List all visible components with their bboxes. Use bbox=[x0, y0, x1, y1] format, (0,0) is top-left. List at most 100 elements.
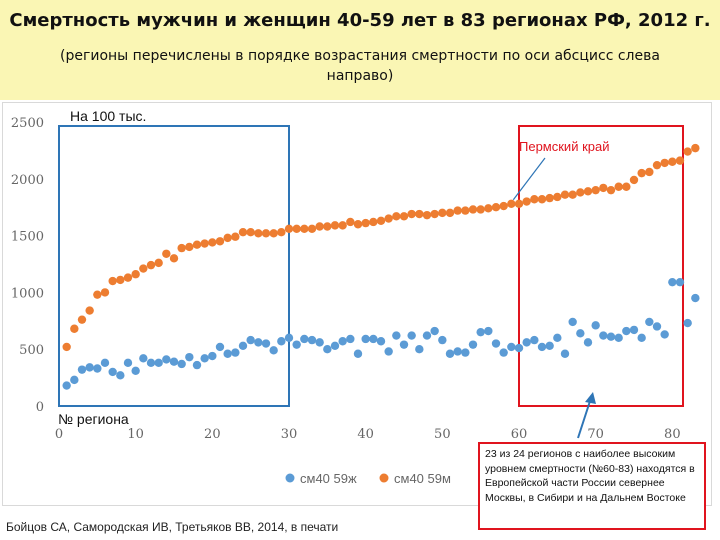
point-men bbox=[323, 222, 332, 231]
x-tick-label: 20 bbox=[204, 427, 221, 442]
source-credit: Бойцов СА, Самородская ИВ, Третьяков ВВ,… bbox=[6, 520, 339, 534]
point-women bbox=[583, 338, 593, 347]
point-women bbox=[330, 341, 340, 350]
point-men bbox=[192, 240, 202, 249]
point-women bbox=[177, 359, 186, 369]
y-tick-label: 500 bbox=[19, 343, 44, 358]
point-men bbox=[399, 212, 409, 221]
point-men bbox=[254, 229, 263, 238]
point-women bbox=[162, 355, 171, 364]
point-men bbox=[338, 221, 347, 230]
point-men bbox=[545, 193, 554, 203]
point-men bbox=[384, 214, 393, 223]
x-tick-label: 60 bbox=[511, 427, 528, 442]
point-women bbox=[591, 321, 600, 330]
title-banner: Смертность мужчин и женщин 40-59 лет в 8… bbox=[0, 0, 720, 100]
x-tick-label: 50 bbox=[434, 427, 451, 442]
point-men bbox=[223, 233, 232, 243]
point-men bbox=[315, 222, 324, 231]
callout-arrow bbox=[577, 397, 592, 439]
point-men bbox=[675, 156, 685, 165]
point-men bbox=[70, 324, 79, 333]
point-men bbox=[307, 224, 317, 233]
point-men bbox=[599, 183, 608, 193]
point-men bbox=[606, 185, 616, 195]
point-women bbox=[208, 351, 217, 361]
chart-subtitle: (регионы перечислены в порядке возрастан… bbox=[60, 48, 660, 84]
point-men bbox=[614, 182, 623, 191]
x-tick-label: 40 bbox=[357, 427, 374, 442]
x-axis-label: № региона bbox=[58, 411, 129, 427]
point-men bbox=[652, 160, 662, 170]
point-men bbox=[484, 204, 493, 213]
point-women bbox=[614, 333, 623, 343]
callout-arrowhead bbox=[585, 392, 596, 404]
point-men bbox=[660, 158, 669, 168]
point-women bbox=[384, 347, 393, 356]
point-women bbox=[484, 326, 493, 336]
point-men bbox=[453, 206, 462, 215]
point-men bbox=[353, 220, 363, 229]
point-men bbox=[576, 188, 585, 197]
point-women bbox=[100, 358, 110, 368]
point-men bbox=[491, 203, 501, 212]
point-men bbox=[445, 208, 455, 218]
point-women bbox=[499, 348, 508, 357]
point-women bbox=[415, 345, 424, 354]
point-men bbox=[560, 190, 570, 199]
point-men bbox=[261, 229, 271, 238]
x-tick-label: 80 bbox=[664, 427, 681, 442]
x-tick-label: 0 bbox=[55, 427, 63, 442]
point-men bbox=[154, 258, 163, 268]
point-women bbox=[545, 341, 554, 350]
point-men bbox=[369, 217, 378, 227]
point-men bbox=[622, 182, 631, 191]
point-men bbox=[683, 147, 692, 156]
point-women bbox=[399, 340, 409, 349]
point-women bbox=[261, 339, 271, 348]
point-women bbox=[292, 340, 301, 349]
point-men bbox=[62, 342, 71, 352]
point-men bbox=[507, 199, 516, 208]
point-women bbox=[522, 338, 531, 347]
point-women bbox=[269, 346, 278, 355]
legend-label: см40 59ж bbox=[300, 471, 357, 486]
callout-box: 23 из 24 регионов с наиболее высоким уро… bbox=[478, 442, 706, 530]
point-men bbox=[85, 306, 94, 315]
point-women bbox=[307, 335, 317, 345]
point-men bbox=[100, 288, 110, 297]
point-women bbox=[392, 331, 401, 340]
point-men bbox=[591, 185, 600, 195]
point-women bbox=[453, 347, 462, 356]
point-women bbox=[438, 335, 447, 345]
point-women bbox=[530, 335, 539, 345]
point-men bbox=[438, 208, 447, 218]
point-women bbox=[77, 365, 87, 374]
point-women bbox=[361, 334, 370, 344]
point-men bbox=[422, 210, 432, 220]
point-men bbox=[215, 237, 225, 246]
point-men bbox=[537, 195, 547, 204]
point-men bbox=[177, 243, 186, 253]
point-men bbox=[185, 242, 194, 252]
point-men bbox=[499, 201, 508, 211]
point-women bbox=[238, 341, 248, 350]
point-women bbox=[369, 334, 378, 344]
annotation-leader bbox=[512, 157, 546, 201]
point-women bbox=[146, 358, 156, 368]
legend-marker bbox=[285, 473, 295, 483]
point-men bbox=[376, 216, 386, 226]
x-tick-label: 70 bbox=[587, 427, 604, 442]
point-women bbox=[514, 343, 524, 353]
point-men bbox=[468, 205, 478, 214]
point-women bbox=[277, 337, 286, 346]
point-men bbox=[116, 275, 125, 285]
point-women bbox=[568, 317, 577, 327]
point-women bbox=[62, 381, 71, 390]
point-men bbox=[146, 260, 156, 270]
point-women bbox=[93, 364, 102, 373]
point-women bbox=[231, 348, 240, 357]
point-women bbox=[315, 338, 324, 347]
point-women bbox=[660, 330, 669, 339]
point-women bbox=[537, 342, 547, 352]
